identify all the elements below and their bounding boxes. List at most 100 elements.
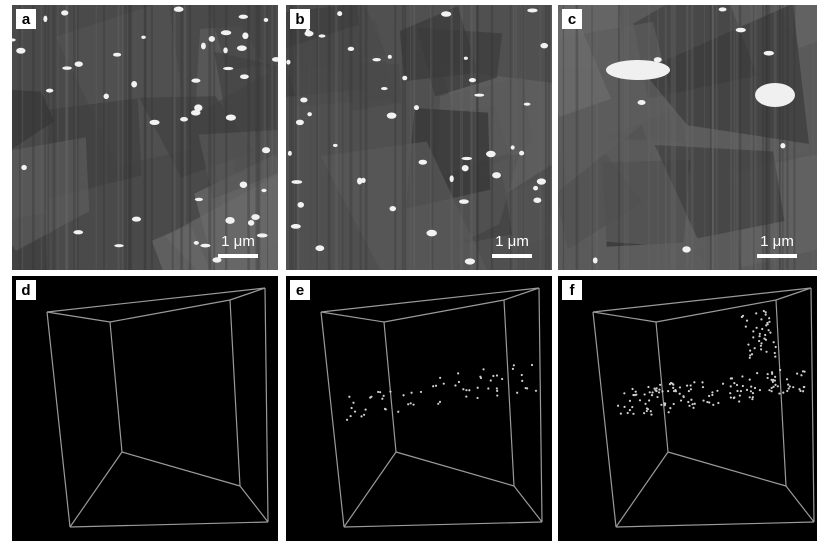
atom-cluster-dot bbox=[690, 384, 692, 386]
precipitate bbox=[114, 244, 124, 247]
scan-stripe bbox=[66, 5, 68, 270]
atom-cluster-dot bbox=[458, 381, 460, 383]
atom-cluster-dot bbox=[659, 384, 661, 386]
scan-stripe bbox=[510, 5, 512, 270]
scale-bar-label: 1 μm bbox=[221, 233, 255, 250]
page: {"panels": [ {"label": "a", "scale_bar":… bbox=[0, 0, 817, 541]
precipitate bbox=[291, 180, 302, 184]
atom-cluster-dot bbox=[439, 401, 441, 403]
atom-cluster-dot bbox=[702, 399, 704, 401]
atom-cluster-dot bbox=[749, 354, 751, 356]
panel-label: e bbox=[296, 282, 304, 299]
scan-stripe bbox=[413, 5, 415, 270]
precipitate bbox=[459, 199, 469, 204]
panel-label: a bbox=[22, 11, 31, 28]
scan-stripe bbox=[712, 5, 713, 270]
atom-cluster-dot bbox=[749, 396, 751, 398]
panel: 1 μm a bbox=[0, 0, 322, 321]
atom-cluster-dot bbox=[420, 391, 422, 393]
atom-cluster-dot bbox=[649, 391, 651, 393]
atom-cluster-dot bbox=[524, 387, 526, 389]
panel-label: b bbox=[295, 11, 304, 28]
atom-cluster-dot bbox=[462, 388, 464, 390]
atom-cluster-dot bbox=[496, 374, 498, 376]
atom-cluster-dot bbox=[492, 375, 494, 377]
precipitate bbox=[414, 105, 419, 110]
atom-cluster-dot bbox=[653, 388, 655, 390]
atom-cluster-dot bbox=[760, 342, 762, 344]
precipitate bbox=[248, 220, 254, 226]
atom-cluster-dot bbox=[759, 389, 761, 391]
atom-cluster-dot bbox=[798, 388, 800, 390]
precipitate bbox=[524, 103, 531, 106]
scan-stripe bbox=[576, 5, 579, 270]
scale-bar bbox=[757, 254, 797, 258]
precipitate bbox=[73, 230, 83, 234]
atom-cluster-dot bbox=[687, 401, 689, 403]
atom-cluster-dot bbox=[468, 389, 470, 391]
atom-cluster-dot bbox=[764, 334, 766, 336]
figure: 1 μma1 μmb1 μmcdef bbox=[0, 0, 817, 541]
scan-stripe bbox=[267, 5, 268, 270]
atom-cluster-dot bbox=[690, 388, 692, 390]
atom-cluster-dot bbox=[668, 411, 670, 413]
scan-stripe bbox=[563, 5, 564, 270]
atom-cluster-dot bbox=[667, 390, 669, 392]
precipitate bbox=[272, 57, 280, 62]
atom-cluster-dot bbox=[352, 402, 354, 404]
scan-stripe bbox=[627, 5, 629, 270]
scan-stripe bbox=[264, 5, 266, 270]
atom-cluster-dot bbox=[646, 407, 648, 409]
precipitate bbox=[212, 257, 221, 262]
atom-cluster-dot bbox=[750, 390, 752, 392]
atom-cluster-dot bbox=[749, 350, 751, 352]
atom-cluster-dot bbox=[632, 394, 634, 396]
atom-cluster-dot bbox=[656, 396, 658, 398]
atom-cluster-dot bbox=[741, 375, 743, 377]
precipitate bbox=[462, 165, 469, 171]
atom-cluster-dot bbox=[802, 390, 804, 392]
panel: e bbox=[286, 276, 552, 541]
scan-stripe bbox=[765, 5, 767, 270]
scan-stripe bbox=[276, 5, 277, 270]
scan-stripe bbox=[618, 5, 620, 270]
atom-cluster-dot bbox=[354, 410, 356, 412]
atom-cluster-dot bbox=[771, 373, 773, 375]
atom-cluster-dot bbox=[664, 403, 666, 405]
scan-stripe bbox=[476, 5, 478, 270]
atom-cluster-dot bbox=[708, 401, 710, 403]
precipitate bbox=[261, 189, 266, 192]
atom-cluster-dot bbox=[496, 394, 498, 396]
atom-cluster-dot bbox=[777, 385, 779, 387]
scan-stripe bbox=[129, 5, 131, 270]
panel: 1 μmb bbox=[269, 0, 580, 310]
precipitate bbox=[240, 181, 247, 187]
precipitate bbox=[372, 58, 380, 61]
atom-cluster-dot bbox=[465, 389, 467, 391]
atom-cluster-dot bbox=[751, 398, 753, 400]
atom-cluster-dot bbox=[496, 390, 498, 392]
panel: d bbox=[12, 276, 278, 541]
atom-cluster-dot bbox=[521, 380, 523, 382]
scan-stripe bbox=[794, 5, 796, 270]
precipitate bbox=[533, 197, 541, 202]
precipitate bbox=[194, 241, 199, 245]
atom-cluster-dot bbox=[796, 373, 798, 375]
atom-cluster-dot bbox=[733, 397, 735, 399]
scan-stripe bbox=[124, 5, 126, 270]
atom-cluster-dot bbox=[789, 385, 791, 387]
atom-cluster-dot bbox=[774, 352, 776, 354]
atom-cluster-dot bbox=[768, 329, 770, 331]
atom-cluster-dot bbox=[389, 391, 391, 393]
scan-stripe bbox=[624, 5, 626, 270]
atom-cluster-dot bbox=[350, 407, 352, 409]
atom-cluster-dot bbox=[792, 386, 794, 388]
precipitate bbox=[469, 78, 476, 82]
scan-stripe bbox=[513, 5, 515, 270]
scan-stripe bbox=[173, 5, 176, 270]
atom-cluster-dot bbox=[487, 387, 489, 389]
atom-cluster-dot bbox=[772, 381, 774, 383]
atom-cluster-dot bbox=[364, 408, 366, 410]
atom-cluster-dot bbox=[760, 345, 762, 347]
scan-stripe bbox=[730, 5, 732, 270]
